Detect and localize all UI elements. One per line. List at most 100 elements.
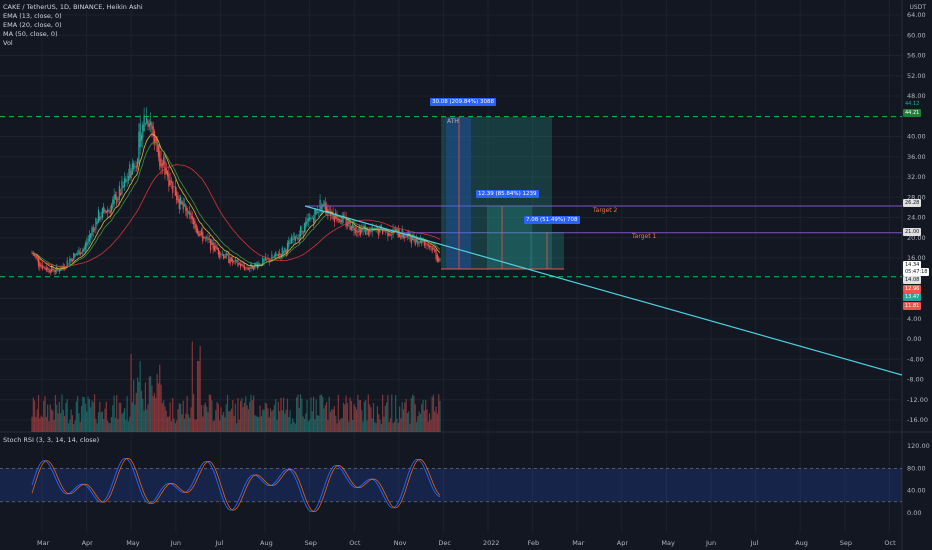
price-tick-label: 56.00 [907, 52, 926, 60]
legend-ma50[interactable]: MA (50, close, 0) [3, 30, 58, 38]
volume-bar [87, 396, 89, 432]
volume-bar [123, 408, 126, 432]
candle-body [118, 185, 120, 200]
volume-bar [341, 417, 343, 432]
candle-body [37, 257, 40, 267]
candle-body [139, 123, 141, 148]
candle-body [138, 131, 140, 163]
candle-body [164, 160, 166, 175]
volume-bar [280, 397, 282, 432]
volume-bar [109, 423, 111, 432]
candle-body [369, 230, 371, 233]
stoch-rsi-pane [0, 457, 902, 513]
volume-bar [143, 410, 145, 432]
candle-body [54, 270, 57, 273]
volume-bar [425, 399, 427, 432]
volume-bar [372, 403, 375, 432]
price-tick-label: 32.00 [907, 173, 926, 181]
volume-bar [389, 418, 392, 432]
candle-body [48, 268, 50, 272]
volume-bar [133, 379, 135, 432]
legend-vol[interactable]: Vol [3, 39, 13, 47]
candle-body [45, 268, 47, 271]
candle-body [337, 218, 339, 220]
candle-body [53, 269, 55, 272]
volume-bar [345, 395, 347, 432]
candle-body [58, 269, 60, 272]
candle-body [266, 258, 268, 260]
volume-bar [298, 407, 300, 432]
volume-bar [82, 396, 84, 432]
volume-bar [277, 401, 279, 432]
price-tick-label: -12.00 [907, 396, 928, 404]
candle-body [57, 269, 59, 271]
volume-bar [213, 420, 216, 432]
volume-bar [95, 418, 97, 432]
volume-bar [104, 408, 106, 432]
time-tick-label: Oct [884, 539, 896, 547]
legend-ema20[interactable]: EMA (20, close, 0) [3, 21, 62, 29]
price-tag: 14.08 [903, 276, 922, 284]
candle-body [202, 232, 204, 242]
candle-body [110, 204, 113, 212]
candle-body [66, 260, 68, 268]
symbol-title[interactable]: CAKE / TetherUS, 1D, BINANCE, Heikin Ash… [3, 3, 143, 11]
volume-bar [405, 398, 407, 432]
stoch-d-line [31, 458, 441, 513]
volume-bar [284, 413, 286, 432]
volume-bar [276, 419, 278, 432]
candle-body [269, 260, 272, 262]
volume-bar [164, 406, 166, 432]
ath-measure-tag: 30.08 (209.84%) 3088 [430, 98, 497, 106]
volume-bar [84, 403, 87, 432]
candle-body [405, 236, 407, 238]
candle-body [77, 253, 79, 255]
price-tag: 44.12 [903, 100, 922, 108]
candle-body [292, 239, 294, 241]
candle-body [421, 239, 423, 244]
candle-body [105, 210, 107, 214]
candle-body [114, 194, 117, 200]
candle-body [120, 192, 122, 196]
volume-bar [39, 418, 41, 432]
volume-bar [230, 408, 233, 432]
candle-body [241, 264, 243, 266]
candle-body [315, 209, 317, 215]
volume-bar [273, 404, 276, 432]
time-tick-label: May [126, 539, 140, 547]
volume-bar [129, 416, 131, 432]
volume-bar [419, 414, 422, 432]
volume-bar [290, 423, 292, 432]
volume-bar [336, 423, 338, 432]
candle-body [131, 163, 133, 175]
candle-body [156, 139, 158, 152]
volume-bar [378, 414, 380, 432]
volume-bar [140, 390, 143, 432]
legend-ema13[interactable]: EMA (13, close, 0) [3, 12, 62, 20]
ema20-line [31, 142, 441, 268]
volume-bar [423, 410, 425, 432]
candle-body [203, 236, 205, 239]
stoch-rsi-title[interactable]: Stoch RSI (3, 3, 14, 14, close) [3, 436, 100, 444]
candle-body [389, 234, 392, 236]
candle-body [220, 254, 222, 256]
time-tick-label: Mar [37, 539, 50, 547]
price-tag: 12.96 [903, 285, 922, 293]
candle-body [217, 248, 220, 255]
candle-body [350, 226, 352, 231]
volume-bar [107, 420, 109, 432]
volume-bar [269, 408, 272, 432]
volume-bar [57, 413, 59, 432]
volume-bar [262, 409, 264, 432]
volume-bar [251, 400, 253, 432]
volume-bar [198, 361, 200, 432]
volume-bar [228, 411, 230, 432]
volume-bar [332, 409, 334, 432]
volume-bar [310, 397, 312, 432]
time-tick-label: Apr [617, 539, 629, 547]
candle-body [320, 205, 322, 209]
candle-body [349, 222, 351, 230]
candle-body [221, 253, 223, 255]
volume-bar [61, 394, 63, 432]
